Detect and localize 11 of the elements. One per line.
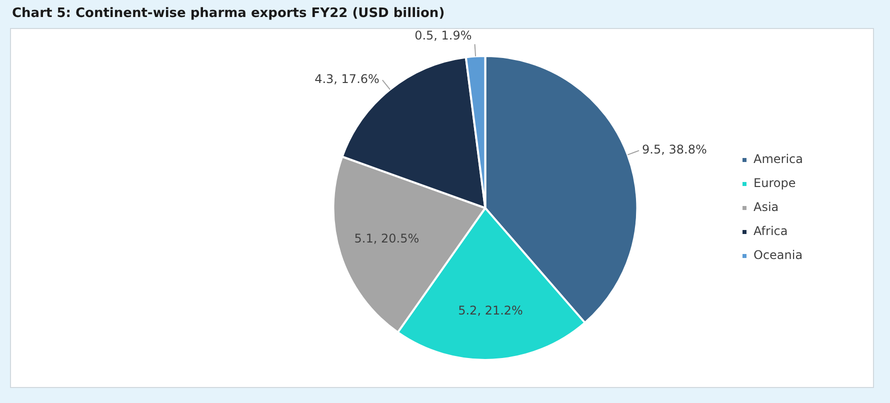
chart-title: Chart 5: Continent-wise pharma exports FY22 (USD billion) <box>12 6 445 21</box>
data-label: 5.2, 21.2% <box>458 303 523 318</box>
data-label: 4.3, 17.6% <box>314 72 380 86</box>
data-label: 9.5, 38.8% <box>642 142 707 157</box>
legend-label: Asia <box>754 200 779 214</box>
legend-label: Oceania <box>754 248 803 262</box>
legend-label: Europe <box>754 176 796 190</box>
legend-label: America <box>754 152 803 166</box>
data-label: 0.5, 1.9% <box>414 28 472 42</box>
data-label: 5.1, 20.5% <box>354 231 420 246</box>
legend-label: Africa <box>754 224 788 238</box>
